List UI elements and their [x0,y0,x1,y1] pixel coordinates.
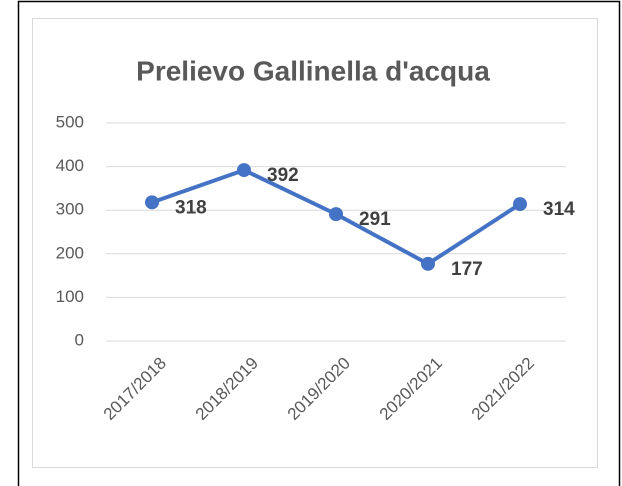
marker [237,163,251,178]
marker [421,256,435,271]
data-label: 314 [543,199,575,220]
marker [145,195,159,210]
data-label: 291 [359,209,391,230]
chart-area [32,18,598,468]
y-tick-label: 400 [56,156,84,175]
marker [513,197,527,212]
y-tick-label: 300 [56,200,84,219]
y-tick-label: 500 [56,112,84,131]
chart-title: Prelievo Gallinella d'acqua [136,55,490,86]
y-tick-label: 200 [56,243,84,262]
data-label: 177 [451,259,483,280]
y-tick-label: 100 [56,287,84,306]
data-label: 392 [267,165,299,186]
y-tick-label: 0 [75,330,84,349]
data-label: 318 [175,197,207,218]
marker [329,207,343,222]
